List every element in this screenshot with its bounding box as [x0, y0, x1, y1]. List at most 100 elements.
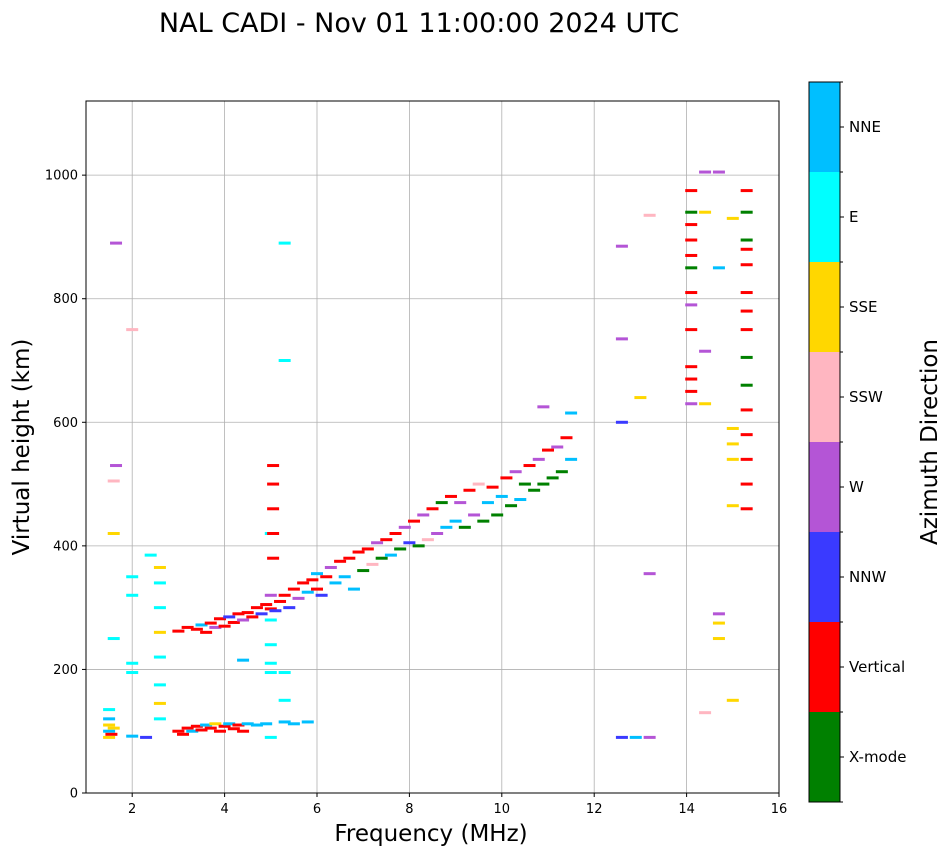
y-axis-ticks: 0 200 400 600 800 1000 [45, 169, 86, 802]
data-point [283, 606, 296, 610]
x-tick-label: 4 [220, 802, 228, 817]
data-point [260, 603, 273, 607]
data-point [144, 553, 157, 557]
data-point [195, 728, 208, 732]
data-point [267, 464, 280, 468]
colorbar-segment [809, 172, 840, 262]
data-point [615, 420, 628, 424]
data-point [311, 587, 323, 591]
data-point [306, 578, 319, 582]
x-tick-label: 16 [771, 802, 788, 817]
data-point [153, 606, 166, 610]
data-point [126, 593, 139, 597]
data-point [269, 609, 282, 613]
data-point [218, 724, 231, 728]
data-point [615, 735, 628, 739]
data-point [634, 396, 647, 400]
data-point [204, 726, 217, 730]
data-point [740, 309, 753, 313]
data-point [267, 556, 280, 560]
data-point [329, 581, 342, 585]
data-point [103, 729, 116, 733]
data-point [421, 538, 434, 542]
data-point [440, 525, 453, 529]
data-point [463, 488, 476, 492]
data-point [685, 238, 698, 242]
data-point [740, 408, 753, 412]
y-tick-label: 200 [53, 663, 78, 678]
data-point [495, 494, 508, 498]
data-point [560, 436, 573, 440]
data-point [227, 620, 240, 624]
data-point [685, 291, 698, 295]
data-point [278, 698, 291, 702]
data-point [740, 238, 753, 242]
colorbar-segment [809, 262, 840, 352]
data-point [435, 501, 448, 505]
data-point [311, 572, 323, 576]
data-point [740, 457, 753, 461]
data-point [267, 532, 280, 535]
data-point [740, 247, 753, 251]
colorbar-segment [809, 352, 840, 442]
data-point [264, 735, 277, 739]
data-point [615, 244, 628, 248]
data-point [357, 569, 370, 573]
data-point [615, 337, 628, 341]
data-point [712, 621, 725, 625]
data-point [366, 562, 379, 566]
data-point [740, 210, 753, 214]
data-point [394, 547, 407, 551]
data-point [320, 575, 333, 579]
data-point [726, 457, 739, 461]
data-point [685, 303, 698, 307]
data-point [227, 727, 240, 731]
data-point [264, 671, 277, 675]
data-point [292, 596, 305, 600]
data-point [726, 442, 739, 446]
data-point [267, 507, 280, 511]
data-points [103, 170, 753, 739]
data-point [153, 630, 166, 634]
data-point [110, 241, 123, 245]
data-point [204, 621, 217, 625]
data-point [699, 349, 712, 353]
colorbar-label-nne: NNE [849, 118, 881, 136]
colorbar-label-w: W [849, 478, 864, 496]
data-point [426, 507, 439, 511]
data-point [629, 735, 642, 739]
data-point [190, 627, 203, 631]
data-point [685, 210, 698, 214]
data-point [153, 581, 166, 585]
data-point [726, 216, 739, 220]
data-point [218, 624, 231, 628]
data-point [209, 625, 222, 629]
x-tick-label: 12 [586, 802, 603, 817]
data-point [264, 607, 277, 611]
data-point [153, 717, 166, 721]
data-point [232, 612, 245, 616]
x-tick-label: 6 [313, 802, 321, 817]
data-point [449, 519, 462, 523]
x-axis-ticks: 2 4 6 8 10 12 14 16 [128, 793, 787, 817]
data-point [384, 553, 397, 557]
data-point [505, 504, 518, 508]
data-point [472, 482, 485, 486]
data-point [740, 263, 753, 267]
plot-frame [85, 100, 780, 794]
data-point [213, 729, 226, 733]
data-point [371, 541, 384, 545]
data-point [685, 389, 698, 393]
data-point [278, 359, 291, 362]
data-point [389, 532, 402, 535]
data-point [110, 464, 123, 468]
data-point [278, 593, 291, 597]
x-tick-label: 8 [405, 802, 413, 817]
data-point [486, 485, 499, 489]
data-point [213, 617, 226, 621]
data-point [287, 722, 300, 726]
data-point [274, 599, 287, 603]
data-point [181, 726, 194, 730]
data-point [726, 698, 739, 702]
